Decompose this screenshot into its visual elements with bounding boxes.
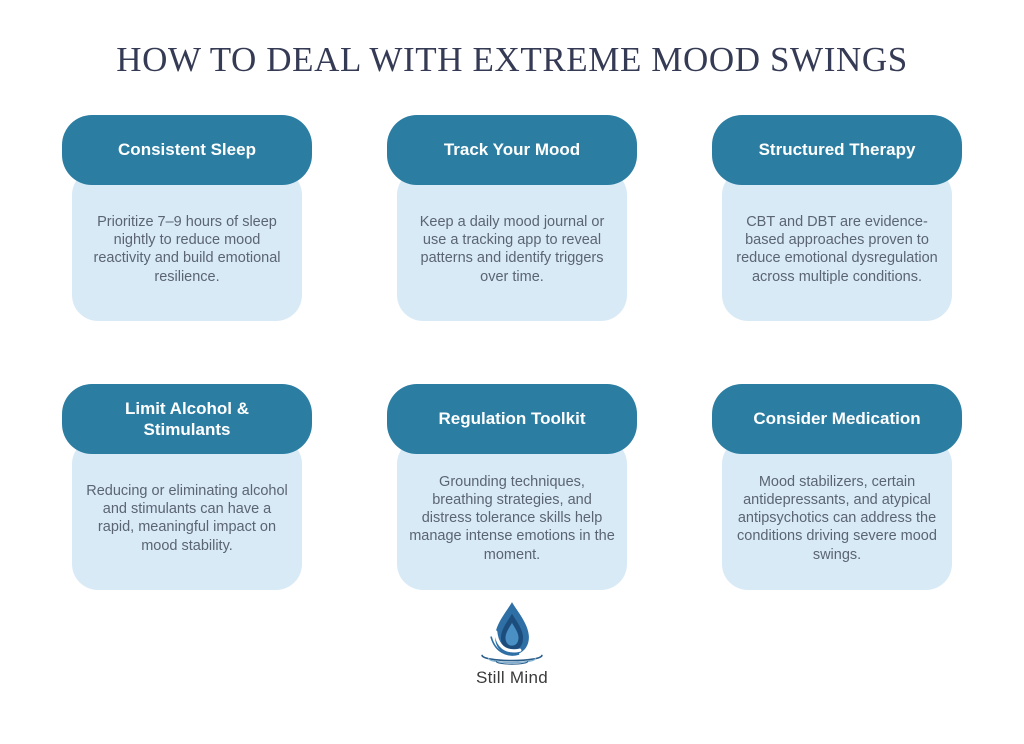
- cards-grid: Consistent Sleep Prioritize 7–9 hours of…: [62, 115, 962, 591]
- card-body: CBT and DBT are evidence-based approache…: [722, 169, 952, 322]
- card-body: Keep a daily mood journal or use a track…: [397, 169, 627, 322]
- card-header: Consider Medication: [712, 384, 962, 455]
- card-title: Limit Alcohol & Stimulants: [124, 398, 250, 440]
- card-description: Mood stabilizers, certain antidepressant…: [737, 473, 937, 563]
- card-regulation-toolkit: Regulation Toolkit Grounding techniques,…: [387, 384, 637, 591]
- card-body: Mood stabilizers, certain antidepressant…: [722, 438, 952, 591]
- swoosh-curve: [494, 630, 522, 653]
- card-title: Structured Therapy: [758, 140, 916, 160]
- card-description: Prioritize 7–9 hours of sleep nightly to…: [93, 213, 281, 285]
- water-drop-icon: [481, 602, 543, 665]
- card-limit-alcohol-stimulants: Limit Alcohol & Stimulants Reducing or e…: [62, 384, 312, 591]
- card-track-your-mood: Track Your Mood Keep a daily mood journa…: [387, 115, 637, 322]
- card-body: Prioritize 7–9 hours of sleep nightly to…: [72, 169, 302, 322]
- card-body: Grounding techniques, breathing strategi…: [397, 438, 627, 591]
- card-description: Reducing or eliminating alcohol and stim…: [86, 482, 288, 554]
- card-title: Consider Medication: [753, 409, 921, 429]
- card-header: Structured Therapy: [712, 115, 962, 186]
- card-description: Keep a daily mood journal or use a track…: [419, 213, 605, 285]
- brand-name: Still Mind: [476, 668, 548, 688]
- card-header: Consistent Sleep: [62, 115, 312, 186]
- card-description: Grounding techniques, breathing strategi…: [409, 473, 615, 563]
- card-header: Regulation Toolkit: [387, 384, 637, 455]
- card-header: Limit Alcohol & Stimulants: [62, 384, 312, 455]
- ripple-line: [481, 654, 543, 662]
- ripple-line: [487, 658, 537, 664]
- card-header: Track Your Mood: [387, 115, 637, 186]
- card-description: CBT and DBT are evidence-based approache…: [736, 213, 938, 285]
- card-consistent-sleep: Consistent Sleep Prioritize 7–9 hours of…: [62, 115, 312, 322]
- card-title: Consistent Sleep: [118, 140, 256, 160]
- card-title: Regulation Toolkit: [438, 409, 586, 429]
- card-body: Reducing or eliminating alcohol and stim…: [72, 438, 302, 591]
- card-title: Track Your Mood: [443, 140, 581, 160]
- card-consider-medication: Consider Medication Mood stabilizers, ce…: [712, 384, 962, 591]
- card-structured-therapy: Structured Therapy CBT and DBT are evide…: [712, 115, 962, 322]
- drop-core: [505, 623, 519, 646]
- page-title: HOW TO DEAL WITH EXTREME MOOD SWINGS: [116, 40, 908, 79]
- footer-brand: Still Mind: [0, 598, 1024, 688]
- ripple-line: [495, 661, 529, 665]
- swoosh-curve-thin: [490, 636, 520, 656]
